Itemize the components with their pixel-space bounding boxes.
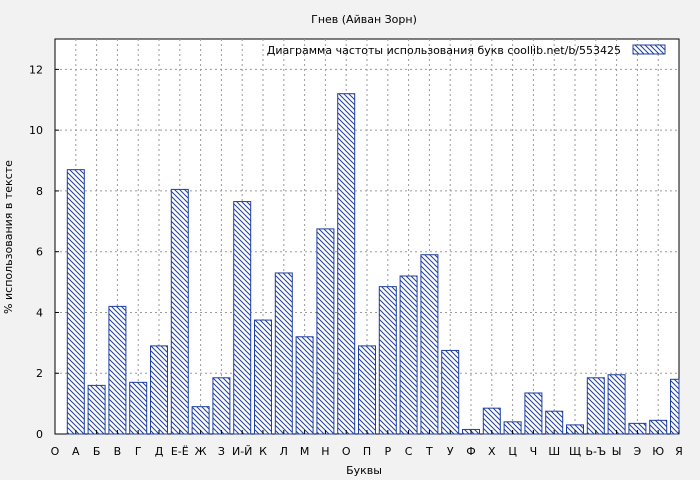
x-tick-label: П xyxy=(363,445,371,458)
x-tick-label: Г xyxy=(135,445,142,458)
bar-Ы xyxy=(607,374,626,435)
x-tick-label: Я xyxy=(675,445,683,458)
bar-К xyxy=(254,319,272,435)
bar-Н xyxy=(316,228,335,435)
bars xyxy=(66,93,680,435)
bar-О xyxy=(337,93,356,435)
bar-Г xyxy=(129,381,148,435)
bar-П xyxy=(358,345,376,435)
bar-Е-Ё xyxy=(170,188,189,435)
legend-label: Диаграмма частоты использования букв coo… xyxy=(267,44,621,57)
x-tick-label: Б xyxy=(93,445,101,458)
y-tick-label: 10 xyxy=(29,124,43,137)
bar-У xyxy=(441,349,460,435)
x-tick-label: О xyxy=(342,445,351,458)
x-tick-label: Щ xyxy=(569,445,581,458)
x-tick-label: Т xyxy=(425,445,433,458)
x-tick-label: Х xyxy=(488,445,496,458)
x-tick-label: Д xyxy=(155,445,164,458)
y-tick-label: 6 xyxy=(36,246,43,259)
grid xyxy=(55,39,679,434)
bar-Я xyxy=(670,378,680,435)
x-tick-label: Э xyxy=(634,445,642,458)
x-tick-label: Ф xyxy=(466,445,475,458)
x-tick-label: Ж xyxy=(195,445,207,458)
chart-title: Гнев (Айван Зорн) xyxy=(311,13,417,26)
x-tick-label: А xyxy=(72,445,80,458)
bar-Р xyxy=(378,286,397,435)
y-tick-label: 8 xyxy=(36,185,43,198)
x-tick-label: К xyxy=(259,445,267,458)
bar-Д xyxy=(150,345,168,435)
x-tick-label: Р xyxy=(384,445,391,458)
bar-И-Й xyxy=(233,201,252,435)
bar-М xyxy=(295,336,314,435)
x-tick-label: И-Й xyxy=(232,445,252,458)
x-tick-label: М xyxy=(300,445,310,458)
x-axis-title: Буквы xyxy=(346,464,382,477)
y-tick-label: 12 xyxy=(29,63,43,76)
x-tick-label: З xyxy=(218,445,225,458)
bar-В xyxy=(108,305,127,435)
legend: Диаграмма частоты использования букв coo… xyxy=(267,44,666,57)
x-tick-label: С xyxy=(405,445,413,458)
x-tick-label: Ц xyxy=(508,445,517,458)
x-tick-label: Ы xyxy=(612,445,622,458)
bar-Т xyxy=(420,254,439,435)
bar-Л xyxy=(274,272,293,435)
x-tick-label: О xyxy=(51,445,60,458)
y-tick-label: 4 xyxy=(36,306,43,319)
bar-Ь-Ъ xyxy=(586,377,605,435)
legend-swatch xyxy=(632,44,666,55)
x-tick-label: Ь-Ъ xyxy=(585,445,606,458)
x-tick-label: Н xyxy=(321,445,329,458)
x-tick-label: У xyxy=(447,445,454,458)
x-tick-label: В xyxy=(114,445,122,458)
y-tick-label: 0 xyxy=(36,428,43,441)
bar-А xyxy=(66,169,85,435)
bar-З xyxy=(212,377,231,435)
x-tick-label: Е-Ё xyxy=(171,445,189,458)
bar-Б xyxy=(87,384,106,435)
x-tick-label: Л xyxy=(280,445,288,458)
y-axis-title: % использования в тексте xyxy=(2,160,15,314)
x-tick-label: Ю xyxy=(652,445,664,458)
x-tick-label: Ч xyxy=(530,445,538,458)
x-tick-label: Ш xyxy=(548,445,560,458)
bar-Ч xyxy=(524,392,543,435)
bar-Ж xyxy=(191,406,210,435)
y-tick-label: 2 xyxy=(36,367,43,380)
bar-С xyxy=(399,275,418,435)
